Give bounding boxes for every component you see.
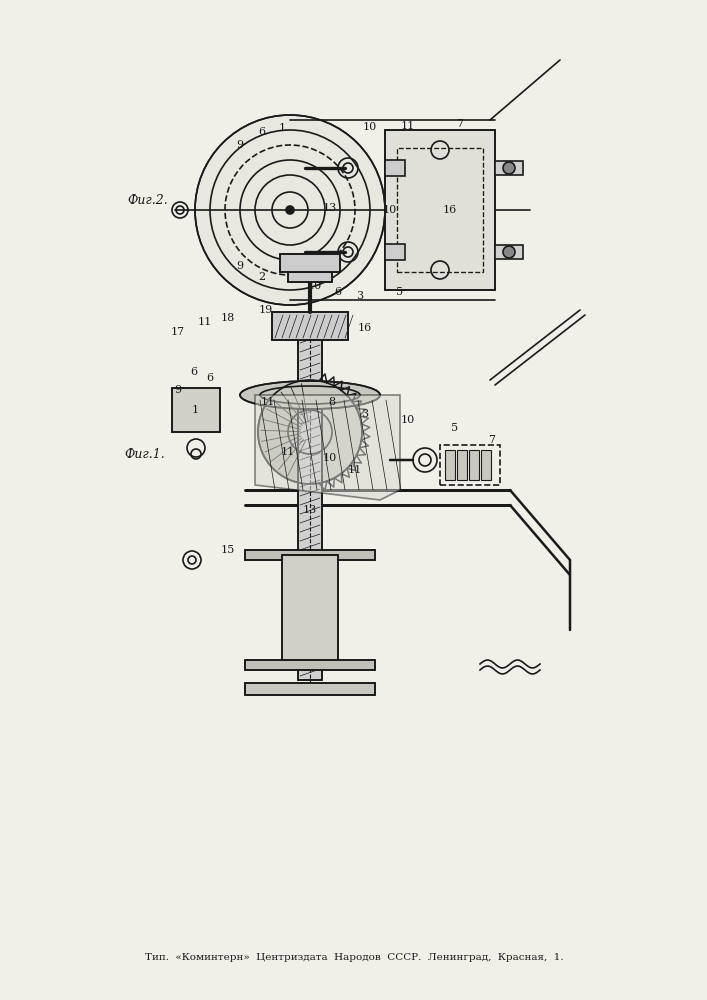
Bar <box>245 660 375 670</box>
Text: 7: 7 <box>489 435 496 445</box>
Circle shape <box>503 162 515 174</box>
Text: 13: 13 <box>323 203 337 213</box>
Wedge shape <box>310 380 362 484</box>
Bar <box>385 130 495 290</box>
Text: Тип.  «Коминтерн»  Центриздата  Народов  СССР.  Ленинград,  Красная,  1.: Тип. «Коминтерн» Центриздата Народов ССС… <box>145 954 563 962</box>
Bar <box>445 450 455 480</box>
Text: 13: 13 <box>303 505 317 515</box>
Bar <box>272 312 348 340</box>
Bar <box>245 660 375 670</box>
Text: 18: 18 <box>221 313 235 323</box>
Bar <box>288 272 332 282</box>
Text: 10: 10 <box>323 453 337 463</box>
Text: 6: 6 <box>259 127 266 137</box>
Text: Фиг.2.: Фиг.2. <box>128 194 168 207</box>
Text: 3: 3 <box>361 409 368 419</box>
Circle shape <box>195 115 385 305</box>
Text: 9: 9 <box>236 261 244 271</box>
Text: 10: 10 <box>308 281 322 291</box>
Text: 6: 6 <box>206 373 214 383</box>
Text: 7: 7 <box>457 119 464 129</box>
Text: 11: 11 <box>198 317 212 327</box>
Bar <box>245 683 375 695</box>
Bar <box>245 550 375 560</box>
Text: 1: 1 <box>279 123 286 133</box>
Bar <box>245 550 375 560</box>
Polygon shape <box>255 395 400 500</box>
Text: 2: 2 <box>259 272 266 282</box>
Bar <box>495 161 523 175</box>
Bar <box>298 320 322 680</box>
Text: 6: 6 <box>334 287 341 297</box>
Bar <box>172 388 220 432</box>
Text: 9: 9 <box>175 385 182 395</box>
Text: 11: 11 <box>401 121 415 131</box>
Text: 8: 8 <box>329 397 336 407</box>
Bar <box>385 130 495 290</box>
Circle shape <box>503 246 515 258</box>
Text: 9: 9 <box>236 140 244 150</box>
Text: 15: 15 <box>221 545 235 555</box>
Text: 10: 10 <box>401 415 415 425</box>
Text: 5: 5 <box>452 423 459 433</box>
Text: 11: 11 <box>281 447 295 457</box>
Text: 5: 5 <box>397 287 404 297</box>
Text: 1: 1 <box>192 405 199 415</box>
Bar <box>385 244 405 260</box>
Circle shape <box>286 206 294 214</box>
Bar <box>280 254 340 272</box>
Wedge shape <box>258 380 310 484</box>
Text: 19: 19 <box>259 305 273 315</box>
Bar <box>469 450 479 480</box>
Bar <box>282 555 338 665</box>
Bar <box>481 450 491 480</box>
Bar <box>288 272 332 282</box>
Text: 11: 11 <box>348 465 362 475</box>
Text: Фиг.1.: Фиг.1. <box>124 448 165 462</box>
Bar <box>245 683 375 695</box>
Text: 3: 3 <box>356 291 363 301</box>
Ellipse shape <box>240 381 380 409</box>
Bar <box>440 445 500 485</box>
Text: 17: 17 <box>171 327 185 337</box>
Bar <box>280 254 340 272</box>
Text: 6: 6 <box>190 367 197 377</box>
Bar <box>397 148 483 272</box>
Text: 11: 11 <box>261 397 275 407</box>
Bar <box>495 245 523 259</box>
Bar <box>385 160 405 176</box>
Bar <box>457 450 467 480</box>
Bar <box>172 388 220 432</box>
Text: 16: 16 <box>443 205 457 215</box>
Text: 10: 10 <box>383 205 397 215</box>
Bar <box>298 320 322 680</box>
Bar <box>282 555 338 665</box>
Text: 10: 10 <box>363 122 377 132</box>
Text: 16: 16 <box>358 323 372 333</box>
Bar <box>272 312 348 340</box>
